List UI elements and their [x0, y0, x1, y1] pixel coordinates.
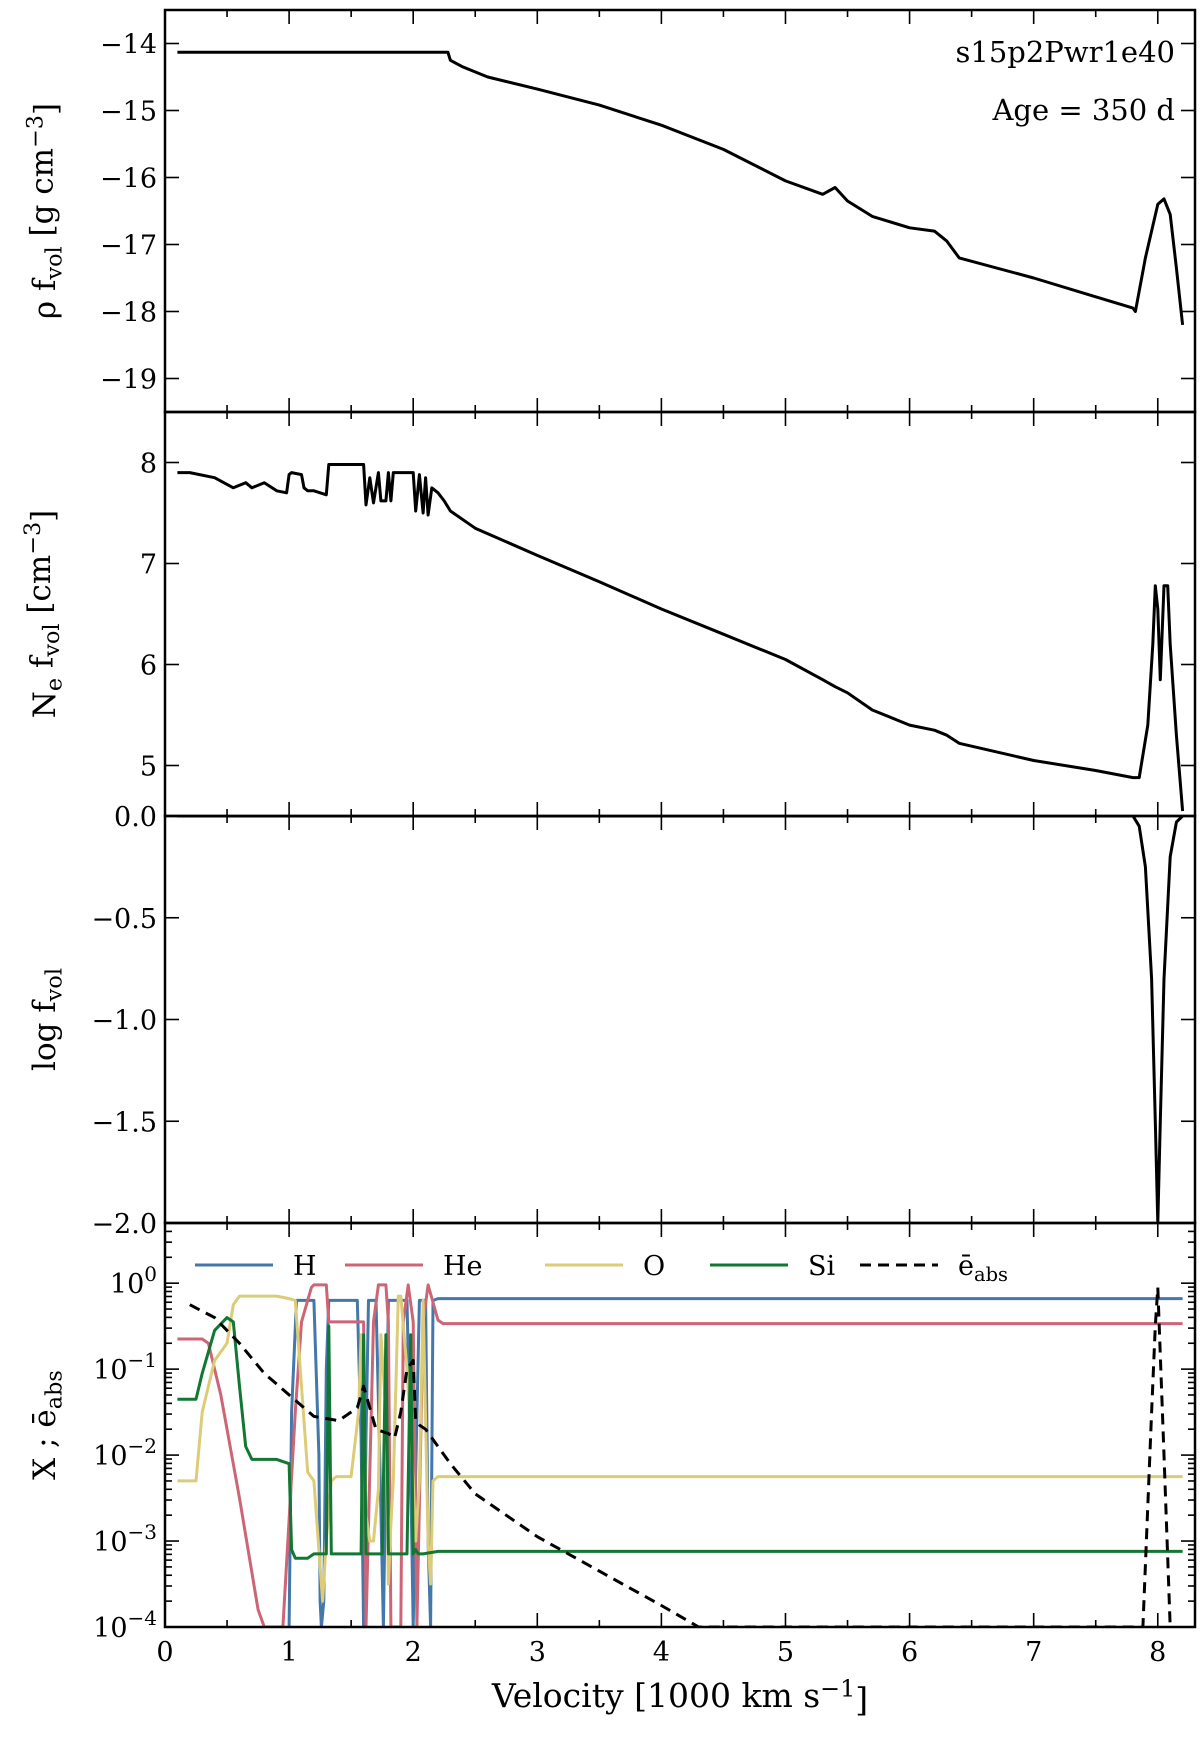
- y-tick-label: 0.0: [114, 802, 157, 833]
- y-axis-title: X ; ēabs​: [27, 1370, 68, 1480]
- legend-label: He: [443, 1251, 483, 1282]
- y-tick-label: 8: [140, 449, 157, 480]
- series-line-abs: [189, 1286, 1172, 1627]
- volume-filling-factor-panel: 0.0 −0.5 −1.0 −1.5 −2.0 log fvol​: [27, 802, 1197, 1240]
- y-tick-label: 10−2: [93, 1434, 157, 1472]
- y-tick-label: 10−3: [93, 1520, 157, 1558]
- x-tick-label: 7: [1025, 1637, 1042, 1668]
- y-tick-label: 10−4: [93, 1606, 157, 1644]
- x-tick-label: 0: [156, 1637, 173, 1668]
- series-line-profile: [177, 463, 1185, 812]
- panel-annotation: s15p2Pwr1e40: [955, 35, 1175, 69]
- y-tick-label: −19: [100, 365, 157, 396]
- panel-frame: [163, 1221, 1197, 1629]
- legend-label: Si: [808, 1251, 835, 1282]
- panel-annotation: Age = 350 d: [991, 93, 1175, 127]
- y-tick-label: −15: [100, 97, 157, 128]
- y-tick-label: −1.5: [91, 1107, 157, 1138]
- y-tick-label: −0.5: [91, 904, 157, 935]
- legend-label: ēabs​: [958, 1251, 1008, 1286]
- y-tick-label: 10−1: [93, 1348, 157, 1386]
- y-tick-label: −1.0: [91, 1006, 157, 1037]
- series-line-profile: [177, 816, 1184, 1223]
- x-axis-title: Velocity [1000 km s−1​]: [491, 1674, 868, 1719]
- y-tick-label: 100: [110, 1262, 157, 1300]
- series-line-profile: [177, 50, 1185, 326]
- panel-frame: [163, 814, 1197, 1225]
- panel-frame: [163, 8, 1197, 414]
- y-tick-label: 5: [140, 752, 157, 783]
- y-tick-label: 6: [140, 651, 157, 682]
- series-line-he: [177, 1283, 1183, 1627]
- x-tick-label: 2: [405, 1637, 422, 1668]
- y-axis-title: log fvol​: [27, 968, 68, 1071]
- legend-label: O: [643, 1251, 665, 1282]
- y-tick-label: 7: [140, 550, 157, 581]
- x-tick-label: 6: [901, 1637, 918, 1668]
- legend-label: H: [293, 1251, 317, 1282]
- density-panel: −14 −15 −16 −17 −18 −19 ρ fvol​ [g cm−3​] s15p2…: [22, 8, 1197, 414]
- x-tick-label: 8: [1149, 1637, 1166, 1668]
- y-tick-label: −18: [100, 298, 157, 329]
- y-axis-title: Ne​ fvol​ [cm−3​]: [20, 510, 68, 719]
- x-tick-label: 3: [529, 1637, 546, 1668]
- y-tick-label: −2.0: [91, 1209, 157, 1240]
- series-line-si: [177, 1316, 1183, 1560]
- y-tick-label: −16: [100, 164, 157, 195]
- electron-density-panel: 5 6 7 8 Ne​ fvol​ [cm−3​]: [20, 410, 1197, 818]
- x-tick-label: 5: [777, 1637, 794, 1668]
- x-tick-label: 1: [281, 1637, 298, 1668]
- x-tick-label: 4: [653, 1637, 670, 1668]
- y-axis-title: ρ fvol​ [g cm−3​]: [22, 103, 67, 319]
- panel-frame: [163, 410, 1197, 818]
- composition-panel: 100 10−1 10−2 10−3 10−40 1 2 3 4 5 6 7 8 X ; ēabs​ Vel…: [27, 1221, 1197, 1719]
- y-tick-label: −17: [100, 231, 157, 262]
- y-tick-label: −14: [100, 30, 157, 61]
